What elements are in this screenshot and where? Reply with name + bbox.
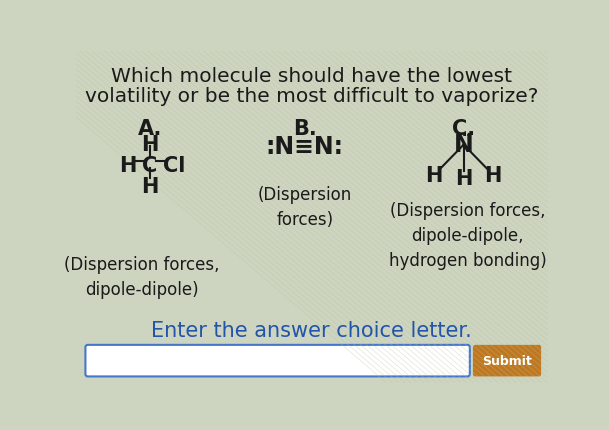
Text: Cl: Cl (163, 155, 186, 175)
Text: Submit: Submit (482, 354, 532, 367)
Text: H: H (119, 155, 137, 175)
Text: C: C (142, 155, 157, 175)
Text: H: H (455, 169, 473, 188)
Text: (Dispersion
forces): (Dispersion forces) (258, 186, 352, 229)
Text: volatility or be the most difficult to vaporize?: volatility or be the most difficult to v… (85, 87, 538, 106)
Text: N̈: N̈ (454, 132, 474, 156)
Text: A.: A. (138, 119, 162, 139)
Text: (Dispersion forces,
dipole-dipole): (Dispersion forces, dipole-dipole) (65, 255, 220, 298)
FancyBboxPatch shape (473, 345, 541, 377)
Text: Enter the answer choice letter.: Enter the answer choice letter. (152, 320, 472, 341)
Text: H: H (141, 135, 158, 154)
Text: H: H (426, 165, 443, 185)
Text: B.: B. (293, 119, 317, 139)
FancyBboxPatch shape (85, 345, 470, 377)
Text: H: H (141, 177, 158, 197)
Text: C.: C. (452, 119, 475, 139)
Text: Which molecule should have the lowest: Which molecule should have the lowest (111, 67, 512, 86)
Text: :N≡N:: :N≡N: (266, 135, 343, 159)
Text: H: H (484, 165, 502, 185)
Text: (Dispersion forces,
dipole-dipole,
hydrogen bonding): (Dispersion forces, dipole-dipole, hydro… (389, 201, 546, 269)
